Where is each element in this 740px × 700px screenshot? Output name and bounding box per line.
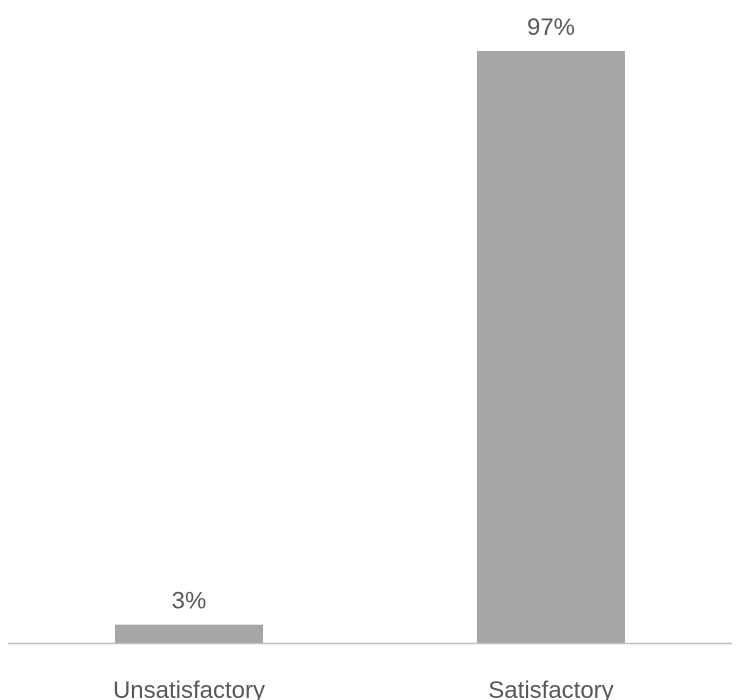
- bars-group: [115, 51, 625, 643]
- bar-satisfactory: [477, 51, 625, 643]
- bar-unsatisfactory: [115, 624, 263, 643]
- category-label-satisfactory: Satisfactory: [488, 677, 613, 700]
- category-labels-group: Unsatisfactory Satisfactory: [113, 677, 614, 700]
- data-label-satisfactory: 97%: [527, 14, 575, 41]
- category-label-unsatisfactory: Unsatisfactory: [113, 677, 265, 700]
- value-labels-group: 3% 97%: [172, 14, 575, 615]
- data-label-unsatisfactory: 3%: [172, 588, 207, 615]
